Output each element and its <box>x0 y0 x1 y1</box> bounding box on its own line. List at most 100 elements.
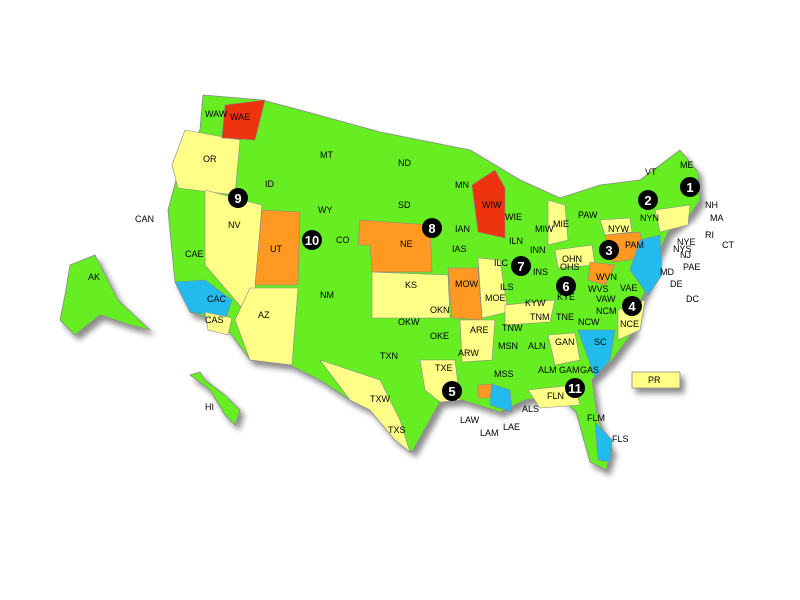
region-label-miw: MIW <box>535 224 554 234</box>
region-label-mss: MSS <box>494 369 514 379</box>
region-label-flm: FLM <box>587 413 605 423</box>
region-label-ohs: OHS <box>560 262 580 272</box>
district-marker-6[interactable]: 6 <box>556 276 576 296</box>
district-marker-circle <box>422 218 442 238</box>
district-marker-8[interactable]: 8 <box>422 218 442 238</box>
region-label-sd: SD <box>398 200 411 210</box>
district-number: 7 <box>517 259 524 274</box>
region-hawaii <box>189 371 241 426</box>
region-label-vt: VT <box>645 167 657 177</box>
region-label-wae: WAE <box>230 112 250 122</box>
region-label-sc: SC <box>594 337 607 347</box>
region-label-ak: AK <box>88 272 100 282</box>
region-lae <box>489 383 513 413</box>
district-number: 1 <box>686 180 693 195</box>
region-label-me: ME <box>680 160 694 170</box>
region-label-pam: PAM <box>625 240 644 250</box>
district-marker-2[interactable]: 2 <box>638 190 658 210</box>
region-label-ri: RI <box>705 230 714 240</box>
region-label-cas: CAS <box>205 315 224 325</box>
region-label-okn: OKN <box>430 305 450 315</box>
region-label-gan: GAN <box>555 337 575 347</box>
region-label-az: AZ <box>258 310 270 320</box>
district-marker-circle <box>442 381 462 401</box>
district-number: 8 <box>428 221 435 236</box>
region-label-ilc: ILC <box>494 258 509 268</box>
region-mie <box>547 199 569 246</box>
region-label-tnw: TNW <box>502 323 523 333</box>
district-marker-9[interactable]: 9 <box>228 188 248 208</box>
region-label-nyw: NYW <box>608 224 630 234</box>
region-wiw <box>471 169 506 239</box>
region-label-oke: OKE <box>430 331 449 341</box>
region-label-nm: NM <box>320 290 334 300</box>
region-label-nce: NCE <box>620 319 639 329</box>
region-label-wiw: WIW <box>482 200 502 210</box>
region-fls <box>594 421 613 463</box>
region-label-arw: ARW <box>458 348 479 358</box>
region-label-vae: VAE <box>620 283 637 293</box>
district-marker-11[interactable]: 11 <box>565 378 585 398</box>
district-number: 5 <box>448 384 455 399</box>
district-marker-circle <box>228 188 248 208</box>
region-label-ils: ILS <box>500 282 514 292</box>
region-label-hi: HI <box>205 402 214 412</box>
region-alaska <box>59 254 152 336</box>
region-nj-md <box>629 234 663 296</box>
region-label-wvn: WVN <box>596 272 617 282</box>
district-number: 10 <box>305 233 319 248</box>
region-sc <box>577 329 616 379</box>
region-txw <box>319 359 411 453</box>
region-label-md: MD <box>660 267 674 277</box>
region-wae <box>221 99 266 141</box>
region-cac <box>174 279 233 319</box>
district-marker-circle <box>511 256 531 276</box>
district-marker-4[interactable]: 4 <box>622 296 642 316</box>
district-marker-circle <box>599 240 619 260</box>
district-marker-7[interactable]: 7 <box>511 256 531 276</box>
region-label-cac: CAC <box>207 294 227 304</box>
region-label-als: ALS <box>522 404 539 414</box>
region-label-ut: UT <box>270 244 282 254</box>
region-label-fln: FLN <box>547 391 564 401</box>
region-label-okw: OKW <box>398 317 420 327</box>
region-label-nys: NYS <box>673 244 692 254</box>
region-kyw <box>504 299 556 326</box>
region-label-wy: WY <box>318 205 333 215</box>
region-label-lae: LAE <box>503 422 520 432</box>
region-label-alm: ALM <box>538 365 557 375</box>
region-are <box>459 319 496 363</box>
region-label-nv: NV <box>228 220 241 230</box>
region-label-mow: MOW <box>455 279 478 289</box>
region-label-tne: TNE <box>556 312 574 322</box>
region-label-aln: ALN <box>528 341 546 351</box>
region-label-fls: FLS <box>612 434 629 444</box>
region-label-pr: PR <box>648 375 661 385</box>
region-mow <box>447 267 483 321</box>
region-label-txw: TXW <box>370 394 391 404</box>
district-marker-circle <box>638 190 658 210</box>
region-label-txs: TXS <box>388 425 406 435</box>
district-marker-10[interactable]: 10 <box>302 230 322 250</box>
district-marker-1[interactable]: 1 <box>680 177 700 197</box>
region-az <box>234 287 299 366</box>
region-label-cae: CAE <box>185 249 204 259</box>
region-label-dc: DC <box>686 294 699 304</box>
region-label-ks: KS <box>405 280 417 290</box>
region-ks <box>371 271 451 319</box>
district-number: 9 <box>234 191 241 206</box>
region-label-pae: PAE <box>683 262 700 272</box>
region-label-ma: MA <box>710 213 724 223</box>
region-wvn <box>587 261 616 286</box>
region-label-waw: WAW <box>205 109 228 119</box>
region-label-id: ID <box>265 179 275 189</box>
region-label-ct: CT <box>722 240 734 250</box>
region-label-txn: TXN <box>380 351 398 361</box>
district-marker-3[interactable]: 3 <box>599 240 619 260</box>
region-label-co: CO <box>336 235 350 245</box>
region-label-kye: KYE <box>557 292 575 302</box>
district-marker-5[interactable]: 5 <box>442 381 462 401</box>
region-nyw <box>599 217 633 236</box>
region-ut <box>254 209 301 286</box>
